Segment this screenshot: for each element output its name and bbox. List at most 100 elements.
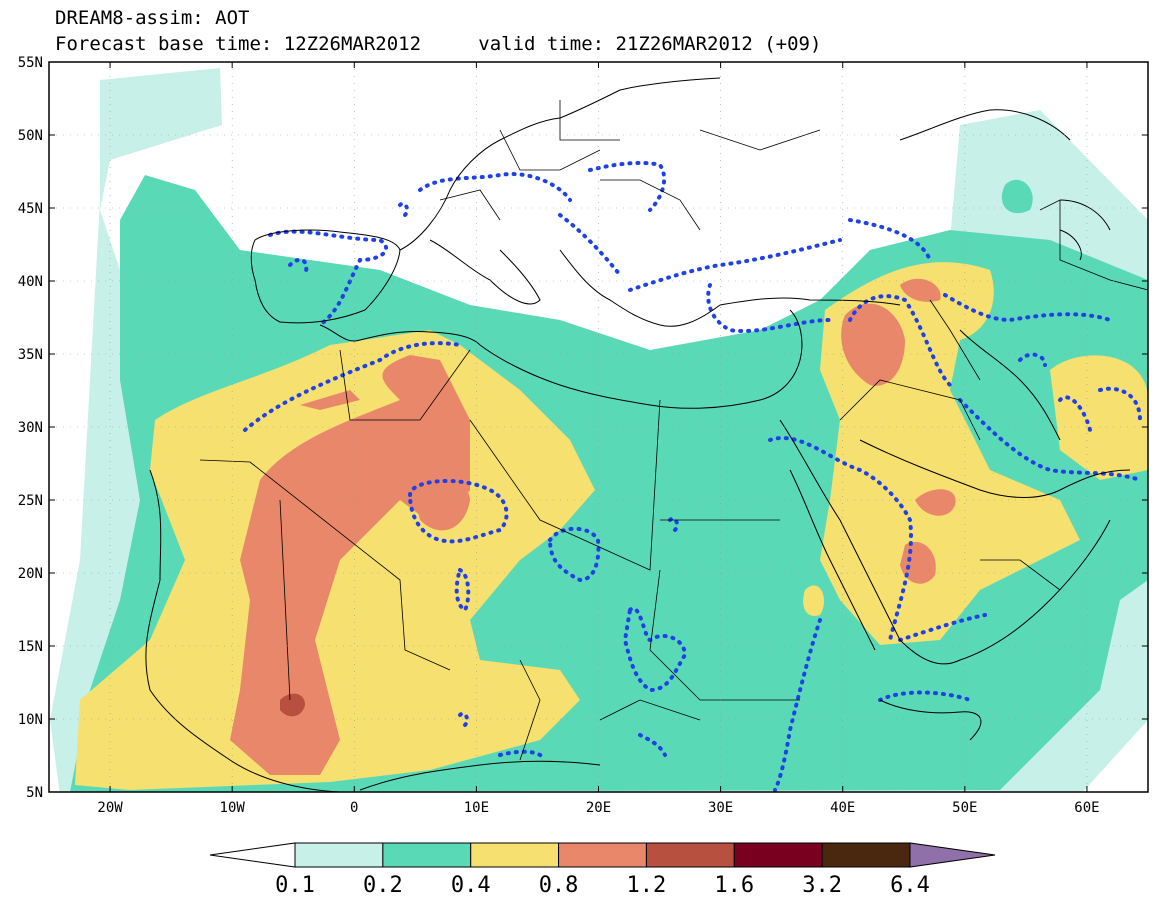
coastline [959,329,1061,441]
lon-label: 0 [350,800,358,816]
dust-contour [773,618,822,792]
dust-contour [588,160,667,212]
border [439,189,501,221]
aot-field-0.8-1.2 [410,476,470,531]
colorbar-swatch [821,842,911,868]
colorbar-arrow-high [909,842,996,868]
base-time: Forecast base time: 12Z26MAR2012 [55,33,422,55]
country-borders [199,100,1148,761]
lat-gridlines [49,61,1148,793]
border [519,659,541,761]
colorbar-level-label: 0.8 [539,873,579,898]
dust-contour [1018,352,1047,367]
border [469,399,661,571]
chart-title: DREAM8-assim: AOT [55,7,250,29]
coastline [399,77,721,251]
colorbar-level-label: 1.2 [627,873,667,898]
coastline [1059,229,1082,261]
coastline [859,439,1131,498]
colorbar-swatch [558,842,647,868]
colorbar-level-label: 1.6 [714,873,754,898]
lat-label: 35N [18,347,43,363]
lat-label: 20N [18,566,43,582]
chart-subtitle: Forecast base time: 12Z26MAR2012 valid t… [55,34,821,54]
lat-label: 40N [18,274,43,290]
border [199,459,451,671]
colorbar-swatch [382,842,472,868]
lat-label: 55N [18,55,43,71]
dust-contour [398,201,410,217]
lon-label: 20W [97,800,123,816]
coastline [1059,199,1111,231]
coastline [779,419,1111,665]
lat-label: 45N [18,201,43,217]
dust-contour [706,283,832,333]
aot-field-0.4-0.8 [1050,355,1148,480]
dust-contour [268,229,388,327]
dust-contour [848,294,952,387]
colorbar-level-label: 0.2 [363,873,403,898]
colorbar: 0.1 0.2 0.4 0.8 1.2 1.6 3.2 6.4 [209,842,996,898]
dust-contour [458,711,470,727]
aot-field-0.8-1.2 [900,278,941,302]
colorbar-arrow-low [209,842,296,868]
border [1039,199,1148,291]
valid-time: valid time: 21Z26MAR2012 (+09) [478,33,822,55]
coastline [899,109,1071,141]
colorbar-swatch [470,842,560,868]
lon-label: 10W [220,800,246,816]
border [599,699,701,721]
lon-label: 40E [830,800,855,816]
border [649,569,800,701]
aot-field-1.2-1.6 [280,693,305,717]
lat-label: 30N [18,420,43,436]
border [339,349,471,421]
dust-contour [418,172,572,202]
dust-contour [622,606,688,693]
axis-labels: 55N 50N 45N 40N 35N 30N 25N 20N 15N 10N 5N 20W 10W 0 1… [18,55,1148,816]
lon-label: 20E [586,800,611,816]
coastline [719,297,901,306]
dust-contour [243,341,462,432]
lat-label: 50N [18,128,43,144]
border [279,499,291,701]
dust-contour [547,526,601,583]
aot-fields [50,68,1148,792]
lat-label: 25N [18,493,43,509]
lon-label: 50E [952,800,977,816]
lat-label: 15N [18,639,43,655]
border [980,559,1061,591]
dust-contour [768,436,913,642]
colorbar-level-label: 6.4 [890,873,930,898]
aot-field-0.8-1.2 [300,390,360,410]
dust-contour [668,516,680,532]
dust-contour [878,690,972,702]
border [929,299,981,381]
dust-contour [848,218,932,262]
lat-label: 10N [18,712,43,728]
dust-contour [407,478,509,544]
lon-label: 30E [708,800,733,816]
colorbar-swatch [733,842,823,868]
lon-label: 10E [464,800,489,816]
aot-field-0.8-1.2 [230,355,470,775]
dust-contour [288,257,309,277]
dust-contour [898,613,987,642]
coastline [879,699,982,741]
dust-contours [243,160,1142,792]
coastline [319,309,803,409]
coastlines [145,77,1131,792]
border [499,129,601,171]
colorbar-level-label: 3.2 [802,873,842,898]
dust-contour [958,398,1142,482]
border [699,129,821,151]
dust-contour [638,733,667,757]
dust-contour [558,213,622,277]
colorbar-swatch [645,842,735,868]
border [600,179,701,231]
aot-field-0.4-0.8 [803,585,825,616]
coastline [145,469,341,792]
colorbar-level-label: 0.1 [275,873,315,898]
dust-contour [628,238,842,292]
